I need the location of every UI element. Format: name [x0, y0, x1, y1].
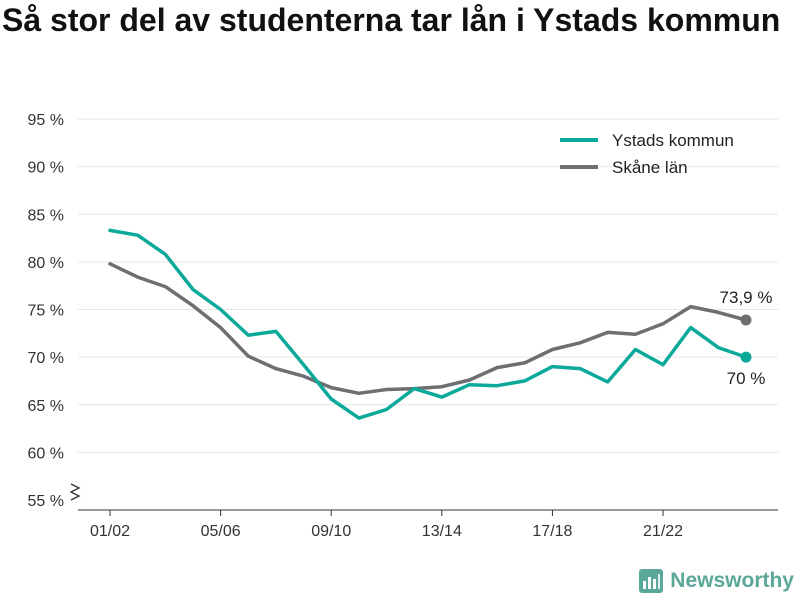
- axis-break-zigzag: [69, 483, 81, 501]
- y-tick-label: 80 %: [28, 255, 64, 272]
- legend-label: Skåne län: [612, 158, 688, 177]
- end-point-ystad: [740, 351, 752, 363]
- y-tick-label: 90 %: [28, 160, 64, 177]
- y-tick-label: 95 %: [28, 112, 64, 129]
- y-axis-break-icon: [69, 483, 81, 501]
- y-axis-ticks: 55 % 60 % 65 % 70 % 75 % 80 % 85 % 90 % 95 %: [28, 112, 64, 510]
- newsworthy-icon: [639, 569, 664, 593]
- series-line-skane: [108, 262, 748, 396]
- legend-label: Ystads kommun: [612, 131, 734, 150]
- y-tick-label: 85 %: [28, 207, 64, 224]
- legend: Ystads kommun Skåne län: [560, 131, 734, 177]
- series-lines: [108, 228, 748, 420]
- y-tick-label: 55 %: [28, 493, 64, 510]
- y-tick-label: 65 %: [28, 398, 64, 415]
- end-label-skane: 73,9 %: [720, 288, 773, 307]
- x-tick-label: 09/10: [311, 523, 351, 540]
- chart-title: Så stor del av studenterna tar lån i Yst…: [2, 2, 781, 38]
- series-end-points: 73,9 % 70 %: [720, 288, 773, 388]
- x-tick-label: 21/22: [643, 523, 683, 540]
- y-tick-label: 75 %: [28, 303, 64, 320]
- newsworthy-logo[interactable]: Newsworthy: [638, 568, 794, 594]
- x-tick-label: 17/18: [532, 523, 572, 540]
- end-label-ystad: 70 %: [727, 369, 766, 388]
- x-axis: 01/02 05/06 09/10 13/14 17/18 21/22: [78, 509, 778, 540]
- x-tick-label: 01/02: [90, 523, 130, 540]
- series-line-ystad: [108, 228, 748, 420]
- brand-name: Newsworthy: [670, 569, 794, 592]
- y-tick-label: 70 %: [28, 350, 64, 367]
- x-tick-label: 13/14: [422, 523, 462, 540]
- x-tick-label: 05/06: [201, 523, 241, 540]
- grid-lines: [78, 118, 778, 453]
- end-point-skane: [740, 314, 752, 326]
- y-tick-label: 60 %: [28, 445, 64, 462]
